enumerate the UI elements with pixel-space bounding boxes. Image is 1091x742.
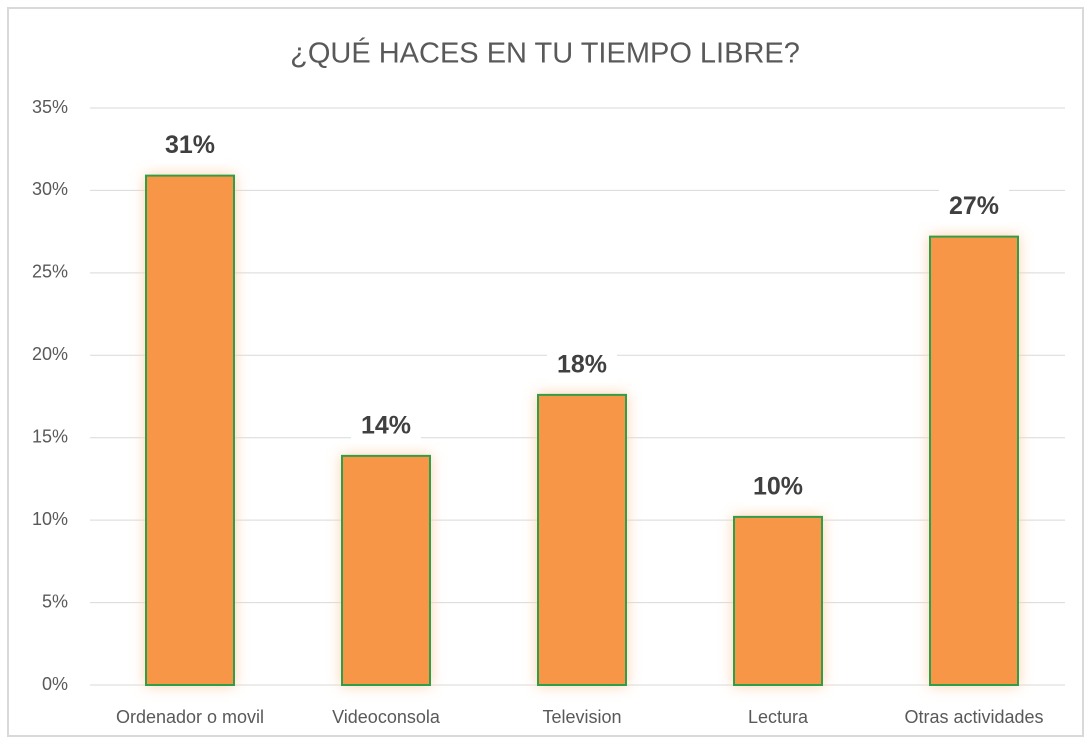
bar: [341, 454, 431, 686]
x-tick-label: Otras actividades: [904, 707, 1043, 727]
bar: [145, 174, 235, 686]
data-label-bg: [743, 468, 813, 505]
y-tick-label: 35%: [32, 97, 68, 117]
data-label-bg: [939, 188, 1009, 225]
data-label-bg: [547, 346, 617, 383]
data-label: 31%: [165, 131, 215, 159]
y-tick-label: 30%: [32, 179, 68, 199]
y-tick-label: 20%: [32, 344, 68, 364]
y-tick-label: 25%: [32, 262, 68, 282]
y-tick-label: 10%: [32, 509, 68, 529]
x-tick-label: Ordenador o movil: [116, 707, 264, 727]
y-tick-label: 0%: [42, 674, 68, 694]
data-label: 27%: [949, 192, 999, 220]
y-tick-label: 5%: [42, 591, 68, 611]
x-tick-label: Lectura: [748, 707, 809, 727]
chart-title: ¿QUÉ HACES EN TU TIEMPO LIBRE?: [290, 37, 800, 70]
data-label: 14%: [361, 411, 411, 439]
data-label-bg: [351, 407, 421, 444]
x-tick-label: Videoconsola: [332, 707, 441, 727]
x-tick-label: Television: [542, 707, 621, 727]
bar: [733, 515, 823, 686]
bar: [537, 393, 627, 686]
data-label: 18%: [557, 350, 607, 378]
data-label: 10%: [753, 472, 803, 500]
data-label-bg: [155, 127, 225, 164]
bar: [929, 235, 1019, 687]
y-tick-label: 15%: [32, 426, 68, 446]
